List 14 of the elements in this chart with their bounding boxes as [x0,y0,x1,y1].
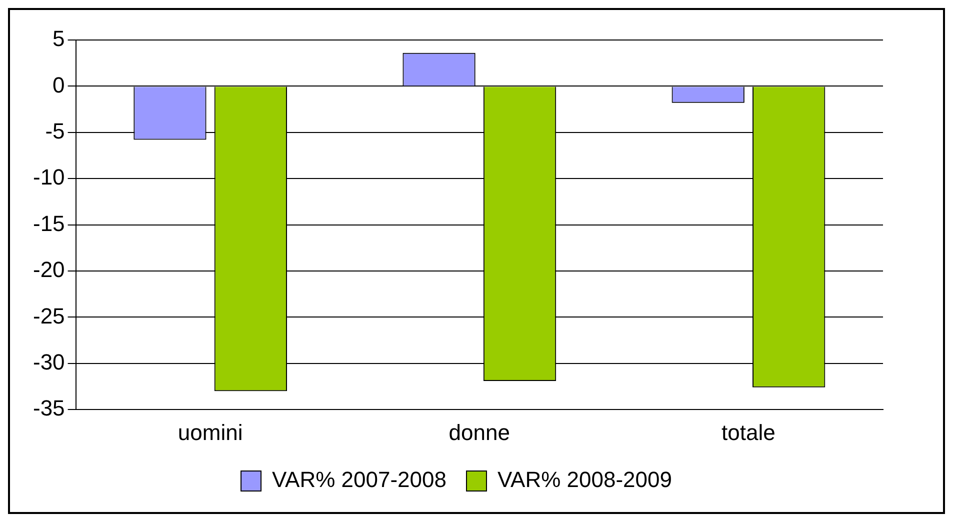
x-tick-label: donne [448,420,510,445]
y-tick-label: 5 [52,26,65,52]
y-tick-label: -10 [33,164,65,190]
y-tick-label: -25 [33,303,65,328]
x-tick-label: totale [722,420,776,445]
x-tick-label: uomini [178,420,243,445]
y-tick-label: -15 [33,210,65,236]
y-tick-label: 0 [52,72,65,98]
legend-label: VAR% 2007-2008 [272,467,447,492]
y-tick-label: -5 [45,118,65,144]
y-tick-label: -30 [33,349,65,374]
y-tick-label: -20 [33,257,65,282]
y-tick-label: -35 [33,396,65,421]
legend-label: VAR% 2008-2009 [498,467,672,492]
